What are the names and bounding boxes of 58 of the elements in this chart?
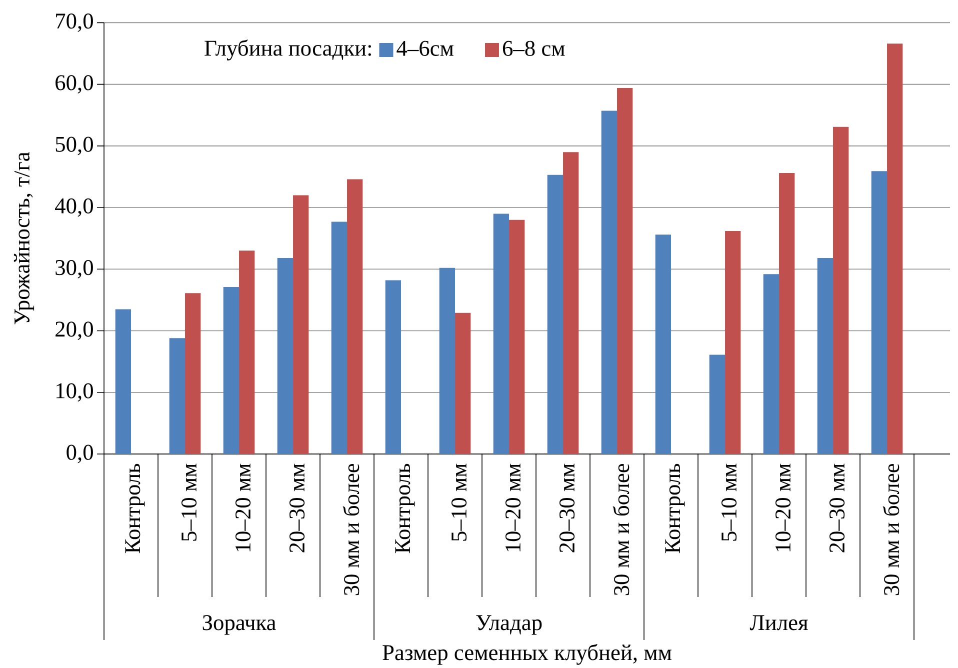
y-tick-label: 70,0 (56, 14, 93, 32)
bar (763, 274, 780, 454)
x-tick-label: 10–20 мм (775, 464, 791, 552)
bar (509, 220, 525, 454)
bar (331, 222, 348, 454)
bar (293, 195, 309, 454)
x-tick-label: 10–20 мм (505, 464, 521, 552)
bar (277, 258, 294, 454)
x-tick-label: 30 мм и более (342, 464, 360, 596)
bar (115, 309, 132, 454)
bar (385, 280, 402, 454)
x-tick-label: 5–10 мм (451, 464, 467, 541)
bar (547, 174, 564, 454)
bar (455, 312, 471, 454)
x-tick-label: 20–30 мм (829, 464, 845, 552)
x-tick-label: 30 мм и более (882, 464, 900, 596)
bar (871, 171, 888, 454)
bar (493, 214, 510, 454)
x-tick-label: 20–30 мм (559, 464, 575, 552)
legend-label: 4–6см (396, 40, 454, 56)
bar (779, 173, 795, 454)
bar (347, 179, 363, 454)
y-tick-label: 20,0 (56, 322, 93, 340)
text: Уладар (476, 615, 542, 635)
bar (833, 126, 849, 454)
y-tick-label: 10,0 (56, 383, 93, 402)
x-tick-label: 10–20 мм (235, 464, 251, 552)
x-tick-label: Контроль (125, 464, 145, 554)
x-axis-title: Размер семенных клубней, мм (382, 644, 672, 665)
bar (655, 234, 672, 454)
bar (887, 44, 903, 454)
bar (239, 250, 255, 454)
x-tick-label: 5–10 мм (721, 464, 737, 541)
x-tick-label: Контроль (665, 464, 685, 554)
bar (817, 258, 834, 454)
legend-label: 6–8 см (502, 40, 565, 56)
bar (709, 354, 726, 454)
text: Лилея (750, 615, 808, 630)
x-tick-label: 20–30 мм (289, 464, 305, 552)
y-tick-label: 0,0 (66, 444, 93, 464)
x-tick-label: 30 мм и более (612, 464, 630, 596)
bar (601, 110, 618, 454)
legend-title: Глубина посадки: (204, 40, 371, 60)
bar (169, 338, 186, 454)
text: Зорачка (202, 615, 276, 635)
y-axis-title: Урожайность, т/га (14, 152, 34, 324)
bar (223, 287, 240, 454)
bar (563, 152, 579, 454)
y-tick-label: 50,0 (56, 136, 93, 156)
y-tick-label: 60,0 (56, 75, 93, 94)
y-tick-label: 30,0 (56, 260, 93, 278)
y-tick-label: 40,0 (55, 198, 93, 217)
bar (185, 293, 201, 454)
bar (439, 268, 456, 454)
bar (617, 88, 633, 454)
x-tick-label: Контроль (395, 464, 415, 554)
x-tick-label: 5–10 мм (181, 464, 197, 541)
bar (725, 230, 741, 454)
